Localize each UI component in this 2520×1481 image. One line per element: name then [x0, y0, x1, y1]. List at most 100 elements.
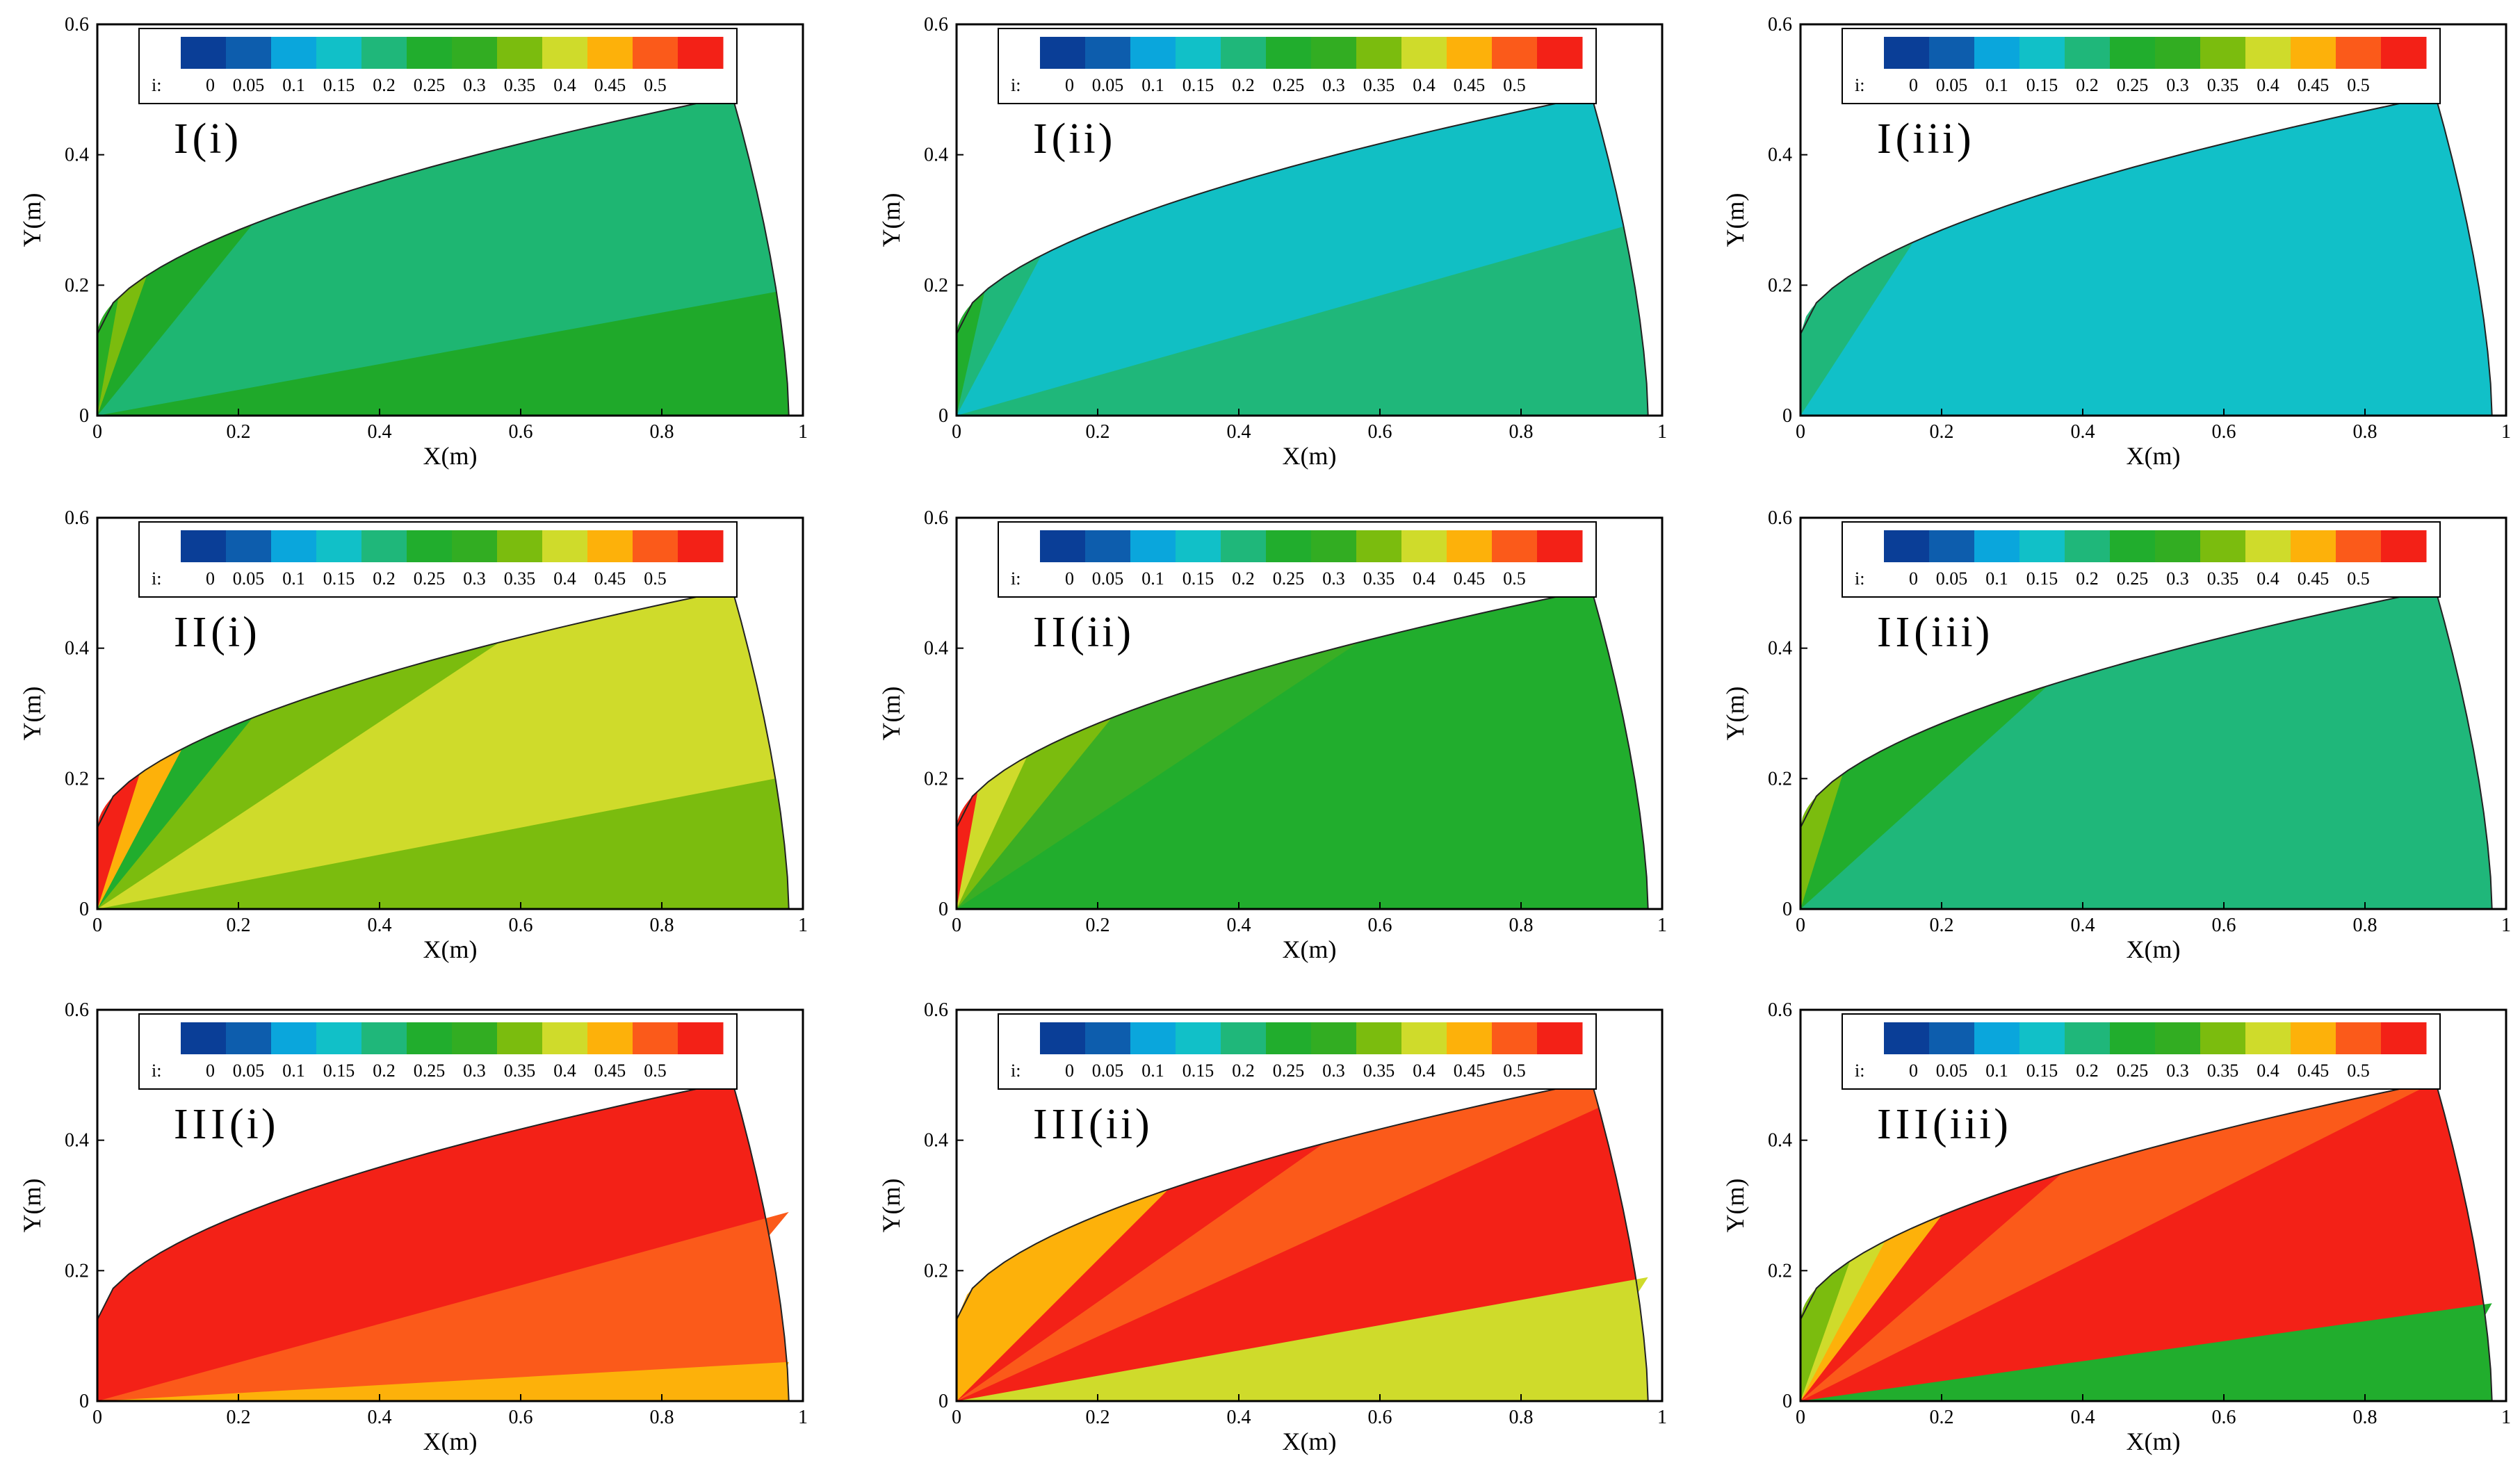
legend-tick-label: 0.4 [553, 1061, 576, 1081]
y-tick-label: 0.2 [924, 768, 948, 789]
colorbar-swatch [497, 1022, 543, 1054]
x-axis-label: X(m) [423, 442, 478, 470]
colorbar-swatch [1130, 37, 1176, 69]
axes-frame [955, 23, 1664, 417]
x-tick-label: 1 [1657, 915, 1667, 936]
legend-tick-label: 0.45 [1454, 1061, 1486, 1081]
colorbar-swatch [587, 1022, 633, 1054]
x-tick-label: 0.4 [2071, 915, 2095, 936]
colorbar-swatch [1447, 1022, 1493, 1054]
colorbar-swatch [1401, 530, 1447, 562]
y-tick-label: 0.2 [65, 1260, 89, 1282]
colorbar-swatch [452, 1022, 498, 1054]
colorbar-swatch [1356, 37, 1402, 69]
x-tick-label: 0.8 [1509, 915, 1534, 936]
colorbar-swatch [678, 1022, 724, 1054]
y-tick-label: 0.6 [65, 507, 89, 529]
legend-tick-label: 0 [1065, 1061, 1074, 1081]
panel-title: II(iii) [1877, 609, 1992, 656]
colorbar-swatch [2336, 1022, 2382, 1054]
legend-tick-label: 0 [206, 568, 215, 589]
colorbar-legend: i: 0 0.05 0.1 0.15 0.2 0.25 0.3 0.35 0.4 0.45 0.5 [138, 28, 738, 104]
y-axis-label: Y(m) [1721, 687, 1749, 741]
y-tick-label: 0.6 [1768, 14, 1792, 35]
legend-tick-label: 0.05 [1092, 75, 1124, 95]
panel-title: III(ii) [1033, 1101, 1153, 1148]
colorbar-swatch [2155, 1022, 2201, 1054]
x-tick-label: 0 [952, 915, 961, 936]
y-axis-label: Y(m) [877, 1179, 905, 1233]
colorbar-swatch [316, 530, 362, 562]
legend-tick-label: 0.45 [1454, 568, 1486, 589]
colorbar-legend: i: 0 0.05 0.1 0.15 0.2 0.25 0.3 0.35 0.4 0.45 0.5 [138, 521, 738, 598]
colorbar-swatch [2065, 1022, 2111, 1054]
colorbar-swatch [1356, 530, 1402, 562]
y-tick-label: 0.4 [65, 1130, 89, 1152]
x-tick-label: 0.4 [1227, 915, 1251, 936]
legend-tick-label: 0.1 [1985, 75, 2008, 95]
legend-tick-label: 0.3 [1322, 568, 1345, 589]
x-tick-label: 0.4 [2071, 421, 2095, 443]
y-axis-label: Y(m) [1721, 1179, 1749, 1233]
contour-region [957, 1081, 1599, 1401]
y-tick-label: 0.2 [924, 1260, 948, 1282]
domain-boundary [97, 589, 790, 910]
colorbar-swatch [1040, 530, 1086, 562]
colorbar-legend: i: 0 0.05 0.1 0.15 0.2 0.25 0.3 0.35 0.4 0.45 0.5 [1842, 28, 2441, 104]
legend-tick-label: 0.5 [2347, 1061, 2370, 1081]
y-tick-label: 0.2 [924, 275, 948, 296]
contour-region [957, 1189, 1169, 1401]
legend-tick-label: 0.1 [1141, 75, 1164, 95]
contour-region [1800, 96, 2492, 416]
legend-tick-label: 0 [206, 1061, 215, 1081]
legend-tick-label: 0.1 [1141, 1061, 1164, 1081]
x-tick-label: 1 [798, 421, 808, 443]
colorbar-swatch [497, 37, 543, 69]
colorbar-swatch [316, 1022, 362, 1054]
legend-tick-label: 0.2 [1232, 75, 1255, 95]
colorbar-swatch [316, 37, 362, 69]
colorbar-swatch [2019, 530, 2065, 562]
legend-tick-label: 0.05 [1936, 75, 1968, 95]
colorbar-swatch [2245, 530, 2291, 562]
x-tick-label: 0.4 [1227, 421, 1251, 443]
y-tick-label: 0.6 [924, 507, 948, 529]
x-tick-label: 0.2 [227, 421, 251, 443]
x-axis-label: X(m) [1283, 1427, 1337, 1455]
legend-tick-label: 0.15 [2026, 1061, 2058, 1081]
colorbar-swatch [452, 530, 498, 562]
colorbar-swatch [1492, 1022, 1538, 1054]
colorbar-swatch [2065, 37, 2111, 69]
panel-title: II(i) [174, 609, 260, 656]
y-tick-label: 0.2 [65, 768, 89, 789]
legend-tick-label: 0.25 [1273, 568, 1305, 589]
legend-tick-label: 0.5 [644, 1061, 667, 1081]
colorbar-swatch [2200, 1022, 2246, 1054]
colorbar-swatch [1176, 37, 1221, 69]
legend-tick-label: 0.45 [594, 75, 626, 95]
y-tick-label: 0.2 [65, 275, 89, 296]
legend-tick-label: 0.45 [2298, 568, 2330, 589]
colorbar-legend: i: 0 0.05 0.1 0.15 0.2 0.25 0.3 0.35 0.4 0.45 0.5 [998, 28, 1597, 104]
x-tick-label: 0 [92, 1407, 102, 1428]
x-tick-label: 0.6 [509, 915, 533, 936]
y-tick-label: 0.4 [924, 1130, 948, 1152]
colorbar-swatch [226, 37, 272, 69]
legend-var-label: i: [152, 75, 161, 95]
legend-tick-label: 0.2 [1232, 568, 1255, 589]
legend-tick-label: 0.45 [2298, 75, 2330, 95]
x-tick-label: 0.8 [2353, 421, 2377, 443]
colorbar-swatch [1401, 37, 1447, 69]
y-tick-label: 0 [79, 899, 89, 920]
colorbar-swatch [1929, 1022, 1975, 1054]
colorbar-legend: i: 0 0.05 0.1 0.15 0.2 0.25 0.3 0.35 0.4 0.45 0.5 [998, 521, 1597, 598]
colorbar-swatch [1040, 1022, 1086, 1054]
colorbar-swatch [361, 1022, 407, 1054]
legend-tick-label: 0.3 [2166, 1061, 2189, 1081]
colorbar-swatch [2291, 530, 2336, 562]
colorbar-swatch [226, 1022, 272, 1054]
legend-tick-label: 0.25 [2117, 568, 2149, 589]
colorbar-swatch [1356, 1022, 1402, 1054]
panel-title: I(i) [174, 115, 241, 163]
x-tick-label: 0 [952, 421, 961, 443]
